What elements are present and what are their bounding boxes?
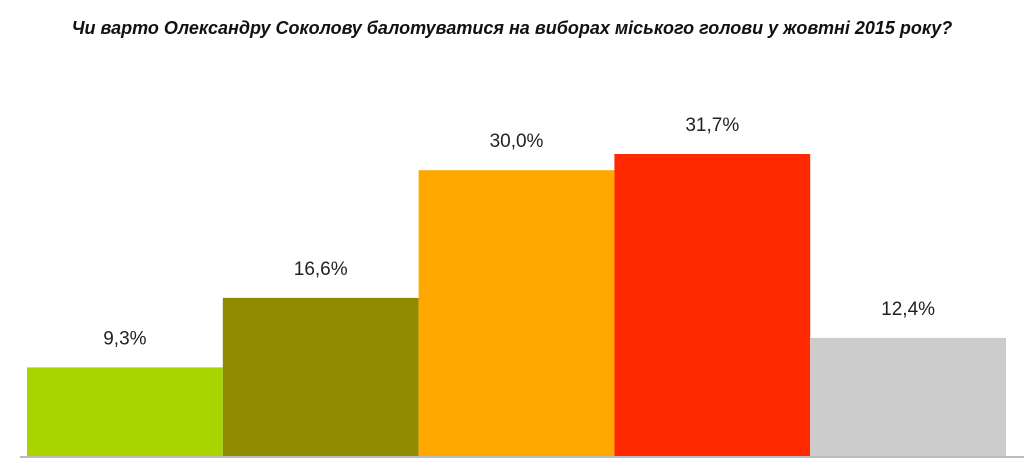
bar: [27, 367, 223, 456]
bar: [418, 170, 615, 456]
bar: [810, 337, 1006, 456]
bar: [222, 297, 419, 456]
value-label: 31,7%: [685, 115, 739, 136]
chart-title: Чи варто Олександру Соколову балотуватис…: [71, 18, 953, 38]
value-label: 30,0%: [490, 131, 544, 152]
value-label: 12,4%: [881, 299, 935, 320]
value-label: 16,6%: [294, 259, 348, 280]
value-label: 9,3%: [103, 328, 146, 349]
bar: [614, 154, 811, 456]
